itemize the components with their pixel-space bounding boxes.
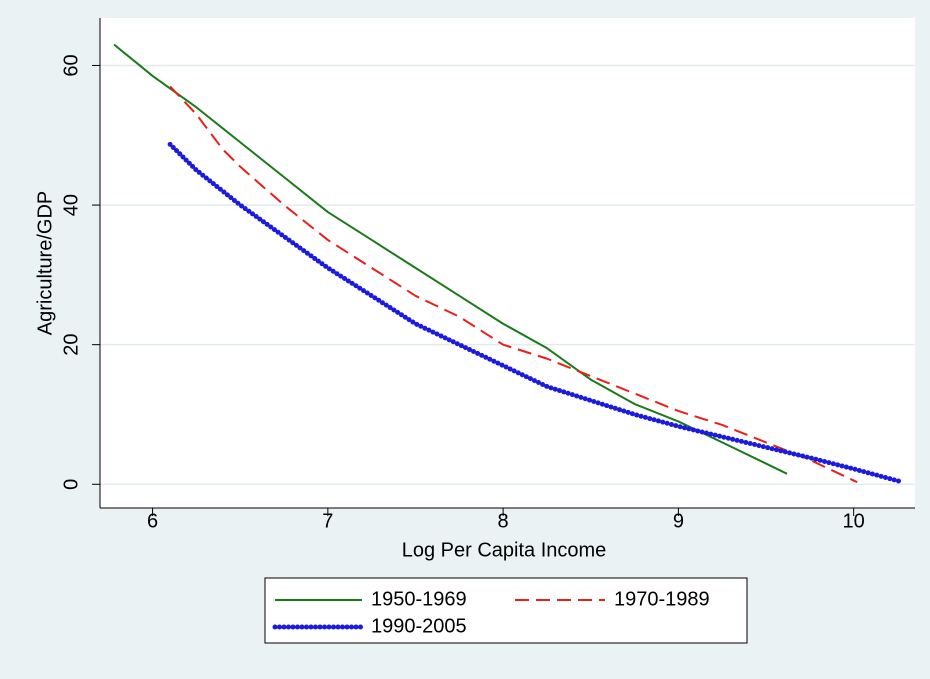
x-tick-label: 6: [147, 510, 158, 532]
series-line: [169, 85, 858, 484]
legend-label: 1970-1989: [614, 588, 710, 610]
y-axis-label: Agriculture/GDP: [34, 191, 56, 336]
y-tick-label: 40: [60, 194, 82, 216]
legend-label: 1950-1969: [371, 588, 467, 610]
legend-label: 1990-2005: [371, 615, 467, 637]
y-tick-label: 0: [60, 479, 82, 490]
y-tick-label: 20: [60, 334, 82, 356]
x-tick-label: 8: [498, 510, 509, 532]
plot-area: [100, 18, 915, 508]
y-tick-label: 60: [60, 54, 82, 76]
series-line: [167, 141, 906, 485]
x-axis-label: Log Per Capita Income: [402, 539, 607, 561]
legend-box: [264, 577, 748, 644]
x-tick-label: 7: [322, 510, 333, 532]
x-tick-label: 9: [673, 510, 684, 532]
series-line: [113, 43, 788, 475]
x-tick-label: 10: [843, 510, 865, 532]
